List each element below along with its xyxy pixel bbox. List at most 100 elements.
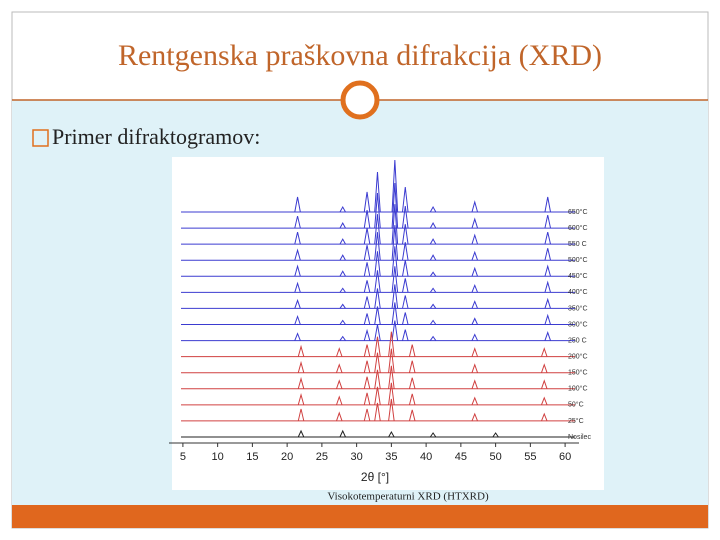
peak: [408, 360, 416, 373]
peak: [401, 260, 409, 277]
peak: [401, 186, 409, 213]
x-tick-label: 5: [180, 451, 186, 463]
caption: Visokotemperaturni XRD (HTXRD): [327, 491, 489, 503]
peak: [374, 270, 381, 293]
peak: [471, 379, 479, 389]
peak: [429, 254, 437, 261]
peak: [471, 250, 479, 261]
peak: [336, 363, 343, 373]
peak: [402, 329, 409, 341]
peak: [374, 336, 381, 357]
trace-label: 600°C: [568, 224, 588, 232]
peak: [408, 377, 416, 389]
peak: [374, 306, 381, 325]
peak: [374, 324, 381, 341]
peak: [429, 271, 437, 277]
peak: [541, 347, 548, 357]
x-tick-label: 25: [316, 451, 328, 463]
peak: [541, 412, 548, 422]
peak: [544, 264, 551, 277]
peak: [363, 392, 371, 405]
peak: [374, 214, 381, 245]
peak: [363, 191, 371, 213]
peak: [541, 379, 548, 389]
peak: [339, 205, 346, 213]
peak: [374, 402, 381, 422]
x-axis-label: 2θ [°]: [361, 470, 389, 484]
peak: [471, 317, 478, 325]
peak: [339, 254, 346, 261]
peak: [374, 193, 381, 229]
peak: [297, 376, 305, 389]
diffractogram: 5 10 15 20 25 30 35 40 45 50 55 60 2θ [°] 650°C 600°C 5…: [169, 159, 591, 484]
peak: [363, 209, 371, 229]
peak: [336, 379, 343, 389]
x-tick-label: 55: [524, 451, 536, 463]
peak: [471, 217, 479, 229]
peak: [388, 430, 395, 438]
peak: [374, 232, 381, 261]
peak: [402, 312, 409, 325]
peak: [544, 214, 551, 229]
peak: [294, 215, 301, 229]
peak: [339, 287, 346, 293]
trace-label: 350°C: [568, 304, 588, 312]
peak: [391, 320, 399, 341]
peak: [471, 266, 479, 277]
divider-circle: [340, 80, 380, 120]
x-tick-label: 40: [420, 451, 432, 463]
peak: [374, 352, 381, 373]
bullet-box: [32, 129, 49, 147]
peak: [339, 319, 346, 325]
peak: [336, 395, 343, 406]
peak: [541, 396, 548, 406]
peak: [294, 281, 301, 293]
trace-label: 100°C: [568, 385, 588, 393]
peak: [471, 284, 479, 293]
peak: [297, 360, 305, 373]
peak: [363, 344, 371, 357]
peak: [401, 242, 409, 261]
trace-label: Nosilec: [568, 434, 591, 441]
peak: [429, 432, 437, 438]
peak: [388, 348, 395, 373]
trace-label: 650°C: [568, 208, 588, 216]
slide-title: Rentgenska praškovna difrakcija (XRD): [118, 39, 602, 72]
peak: [363, 280, 371, 293]
peak: [336, 411, 343, 422]
peak: [294, 248, 301, 261]
peak: [388, 365, 395, 389]
trace-label: 200°C: [568, 352, 588, 360]
peak: [363, 296, 371, 309]
peak: [544, 331, 551, 341]
peak: [294, 264, 301, 277]
peak: [391, 266, 399, 293]
peak: [363, 360, 371, 373]
peak: [429, 205, 437, 213]
peak: [374, 369, 381, 389]
x-tick-label: 15: [246, 451, 258, 463]
peak: [429, 335, 437, 341]
peak: [363, 313, 371, 325]
peak: [297, 392, 305, 405]
trace-label: 450°C: [568, 272, 588, 280]
x-tick-label: 20: [281, 451, 293, 463]
peak: [363, 376, 371, 389]
peak: [339, 429, 346, 438]
peak: [429, 222, 437, 229]
peak: [363, 408, 371, 422]
peak: [374, 171, 381, 213]
peak: [471, 200, 479, 213]
peak: [544, 232, 551, 245]
trace-label: 550 C: [568, 241, 587, 248]
peak: [471, 233, 479, 245]
peak: [408, 393, 416, 405]
peak: [402, 278, 409, 293]
peak: [339, 222, 346, 229]
peak: [297, 408, 305, 422]
peak: [294, 232, 301, 245]
peak: [388, 382, 395, 405]
x-tick-label: 50: [489, 451, 501, 463]
peak: [544, 196, 551, 213]
